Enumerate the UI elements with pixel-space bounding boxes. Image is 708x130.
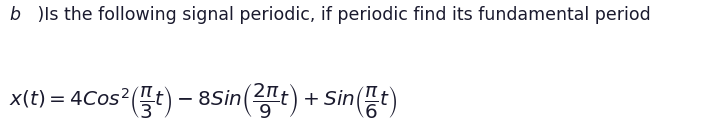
Text: )Is the following signal periodic, if periodic find its fundamental period: )Is the following signal periodic, if pe… (32, 6, 651, 24)
Text: b: b (9, 6, 21, 24)
Text: $x(t) = 4Cos^{2}\left(\dfrac{\pi}{3}t\right) - 8Sin\left(\dfrac{2\pi}{9}t\right): $x(t) = 4Cos^{2}\left(\dfrac{\pi}{3}t\ri… (9, 81, 397, 120)
